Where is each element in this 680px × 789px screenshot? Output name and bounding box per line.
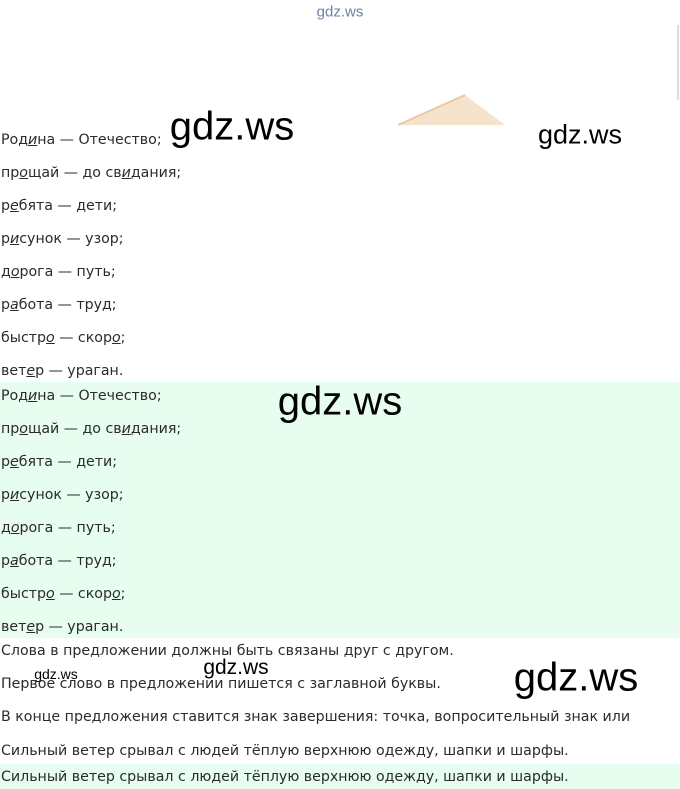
answer-background [0,764,680,789]
word-pair: прощай — до свидания; [1,157,181,190]
text-segment: бота — труд; [18,297,117,313]
highlighted-letter: и [10,231,20,247]
word-pair: работа — труд; [1,289,117,322]
rule-line: Сильный ветер срывал с людей тёплую верх… [1,743,569,759]
text-segment: р [1,231,11,247]
word-pair: рисунок — узор; [1,223,124,256]
word-pair: дорога — путь; [1,512,116,545]
text-segment: сунок — узор; [19,231,124,247]
text-segment: ; [120,330,126,346]
watermark: gdz.ws [513,655,639,700]
text-segment: быстр [1,330,47,346]
highlighted-letter: а [10,553,19,569]
highlighted-letter: о [10,264,20,280]
text-segment: сунок — узор; [19,487,124,503]
word-pair: ветер — ураган. [1,355,123,388]
highlighted-letter: о [10,520,20,536]
highlighted-letter: о [111,586,121,602]
text-segment: р [1,198,11,214]
rule-line: Первое слово в предложении пишется с заг… [1,676,441,692]
highlighted-letter: о [111,330,121,346]
text-segment: дания; [130,421,182,437]
text-segment: дания; [130,165,182,181]
text-segment: Род [1,388,29,404]
watermark: gdz.ws [203,656,269,679]
highlighted-letter: о [19,165,28,181]
text-segment: быстр [1,586,47,602]
highlighted-letter: е [26,363,36,379]
text-segment: — скор [54,586,112,602]
text-segment: р — ураган. [35,363,124,379]
word-pair: ребята — дети; [1,190,117,223]
text-segment: бята — дети; [18,198,118,214]
word-pair: работа — труд; [1,545,117,578]
rule-line: В конце предложения ставится знак заверш… [1,709,631,725]
word-pair: ветер — ураган. [1,611,123,644]
image-fragment [397,94,505,126]
text-segment: д [1,520,11,536]
text-segment: р [1,553,11,569]
text-segment: щай — до св [27,421,122,437]
text-segment: пр [1,165,20,181]
text-segment: вет [1,619,27,635]
logo[interactable]: gdz.ws [316,3,364,21]
word-pair: прощай — до свидания; [1,413,181,446]
highlighted-letter: и [121,165,131,181]
highlighted-letter: и [121,421,131,437]
highlighted-letter: а [10,297,19,313]
highlighted-letter: и [28,388,38,404]
text-segment: вет [1,363,27,379]
scrollbar [677,25,679,100]
word-pair: ребята — дети; [1,446,117,479]
text-segment: р [1,297,11,313]
text-segment: р [1,454,11,470]
answer-sentence: Сильный ветер срывал с людей тёплую верх… [1,769,569,785]
highlighted-letter: е [10,198,19,214]
highlighted-letter: о [46,586,55,602]
text-segment: пр [1,421,20,437]
highlighted-letter: и [10,487,20,503]
highlighted-letter: е [10,454,19,470]
highlighted-letter: и [28,132,38,148]
text-segment: д [1,264,11,280]
text-segment: на — Отечество; [37,388,162,404]
word-pair: быстро — скоро; [1,322,125,355]
answer-background [0,382,680,638]
highlighted-letter: о [19,421,28,437]
highlighted-letter: е [26,619,36,635]
rule-line: Слова в предложении должны быть связаны … [1,643,454,659]
text-segment: р — ураган. [35,619,124,635]
text-segment: щай — до св [27,165,122,181]
text-segment: рога — путь; [19,264,116,280]
word-pair: быстро — скоро; [1,578,125,611]
text-segment: р [1,487,11,503]
watermark: gdz.ws [537,119,623,150]
word-pair: Родина — Отечество; [1,124,162,157]
text-segment: рога — путь; [19,520,116,536]
text-segment: — скор [54,330,112,346]
text-segment: бята — дети; [18,454,118,470]
highlighted-letter: о [46,330,55,346]
text-segment: бота — труд; [18,553,117,569]
text-segment: Род [1,132,29,148]
word-pair: Родина — Отечество; [1,380,162,413]
watermark: gdz.ws [169,104,295,149]
text-segment: ; [120,586,126,602]
watermark: gdz.ws [277,379,403,424]
word-pair: рисунок — узор; [1,479,124,512]
text-segment: на — Отечество; [37,132,162,148]
word-pair: дорога — путь; [1,256,116,289]
watermark: gdz.ws [34,666,78,682]
